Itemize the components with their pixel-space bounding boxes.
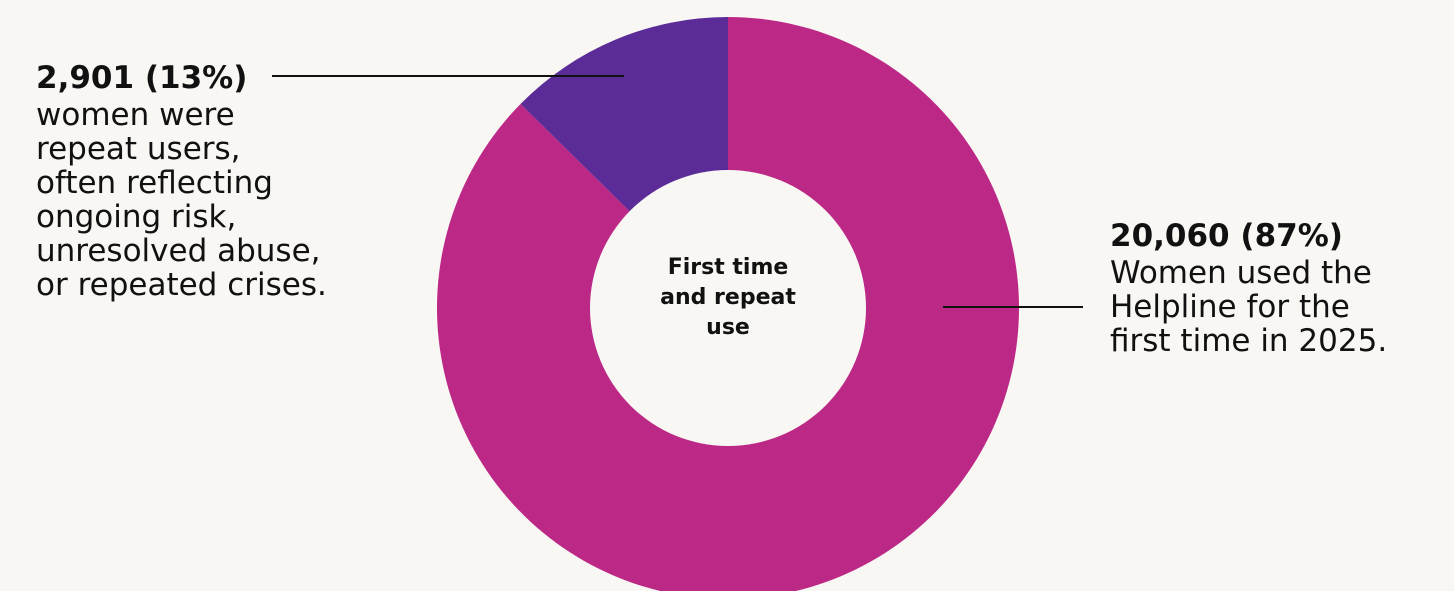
leader-line-repeat <box>272 75 624 77</box>
slice-first-time-users <box>437 17 1019 591</box>
center-label: First time and repeat use <box>660 255 796 340</box>
annotation-repeat-value: 2,901 (13%) <box>36 60 248 96</box>
leader-line-first-time <box>943 306 1083 308</box>
annotation-first-time-users: 20,060 (87%) Women used the Helpline for… <box>1110 216 1454 358</box>
annotation-repeat-users: 2,901 (13%) women were repeat users, oft… <box>36 58 416 302</box>
annotation-first-time-value: 20,060 (87%) <box>1110 218 1343 254</box>
annotation-first-time-text: Women used the Helpline for the first ti… <box>1110 255 1388 359</box>
donut-hole <box>590 170 866 446</box>
annotation-repeat-text: women were repeat users, often reflectin… <box>36 97 327 303</box>
